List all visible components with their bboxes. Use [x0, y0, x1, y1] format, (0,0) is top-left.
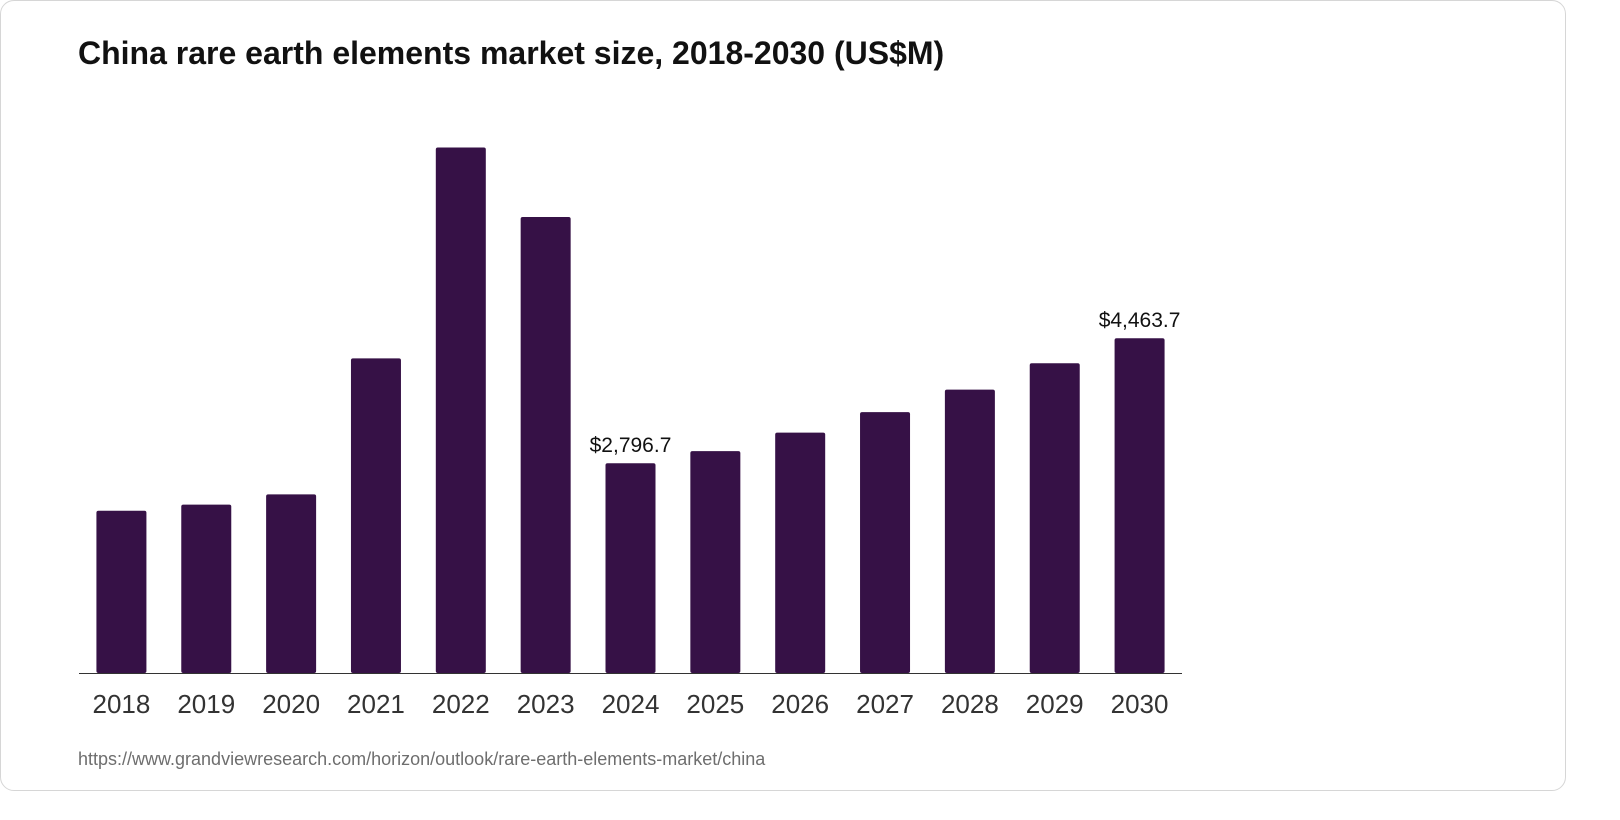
chart-title: China rare earth elements market size, 2… — [78, 35, 945, 71]
bar-2019 — [181, 504, 232, 673]
bar-chart: 2018 2019 2020 2021 2022 2023 2024 $2,796.7 2025… — [79, 147, 1182, 719]
x-tick-label-2021: 2021 — [347, 689, 405, 719]
source-url: https://www.grandviewresearch.com/horizo… — [78, 749, 766, 769]
data-label-2024: $2,796.7 — [590, 434, 672, 457]
bar-2018 — [96, 510, 147, 673]
x-tick-label-2022: 2022 — [432, 689, 490, 719]
bar-2029 — [1029, 363, 1080, 673]
chart-card: China rare earth elements market size, 2… — [0, 0, 1566, 791]
x-tick-label-2018: 2018 — [93, 689, 151, 719]
bar-2027 — [860, 412, 911, 673]
bar-2030 — [1114, 338, 1165, 673]
x-tick-label-2025: 2025 — [686, 689, 744, 719]
data-label-2030: $4,463.7 — [1099, 309, 1181, 332]
x-tick-label-2020: 2020 — [262, 689, 320, 719]
bar-2023 — [520, 217, 571, 673]
x-tick-label-2026: 2026 — [771, 689, 829, 719]
bar-2026 — [775, 432, 826, 673]
x-tick-label-2019: 2019 — [177, 689, 235, 719]
x-tick-label-2029: 2029 — [1026, 689, 1084, 719]
bar-2022 — [435, 147, 486, 674]
x-tick-label-2024: 2024 — [602, 689, 660, 719]
x-tick-label-2028: 2028 — [941, 689, 999, 719]
bar-2028 — [944, 389, 995, 673]
bar-2021 — [350, 358, 401, 673]
x-tick-label-2027: 2027 — [856, 689, 914, 719]
x-tick-label-2023: 2023 — [517, 689, 575, 719]
bar-2020 — [266, 494, 317, 673]
x-tick-label-2030: 2030 — [1111, 689, 1169, 719]
bar-2024 — [605, 463, 656, 673]
bar-2025 — [690, 451, 741, 673]
